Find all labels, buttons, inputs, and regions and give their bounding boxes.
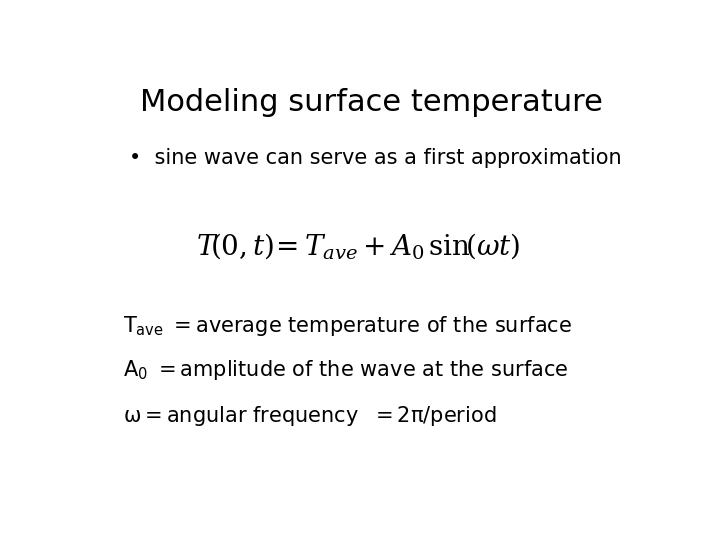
Text: $\mathsf{A_0}$ $\mathsf{= amplitude\ of\ the\ wave\ at\ the\ surface}$: $\mathsf{A_0}$ $\mathsf{= amplitude\ of\… xyxy=(124,358,569,382)
Text: $\mathsf{T_{ave}}$ $\mathsf{= average\ temperature\ of\ the\ surface}$: $\mathsf{T_{ave}}$ $\mathsf{= average\ t… xyxy=(124,314,572,338)
Text: Modeling surface temperature: Modeling surface temperature xyxy=(140,87,603,117)
Text: $T\!\left(0,t\right)\!=T_{ave}+A_0\,\mathrm{sin}\!\left(\omega t\right)$: $T\!\left(0,t\right)\!=T_{ave}+A_0\,\mat… xyxy=(196,231,520,261)
Text: •  sine wave can serve as a first approximation: • sine wave can serve as a first approxi… xyxy=(129,148,621,168)
Text: $\mathsf{\omega = angular\ frequency\ \ = 2\pi/period}$: $\mathsf{\omega = angular\ frequency\ \ … xyxy=(124,404,497,428)
